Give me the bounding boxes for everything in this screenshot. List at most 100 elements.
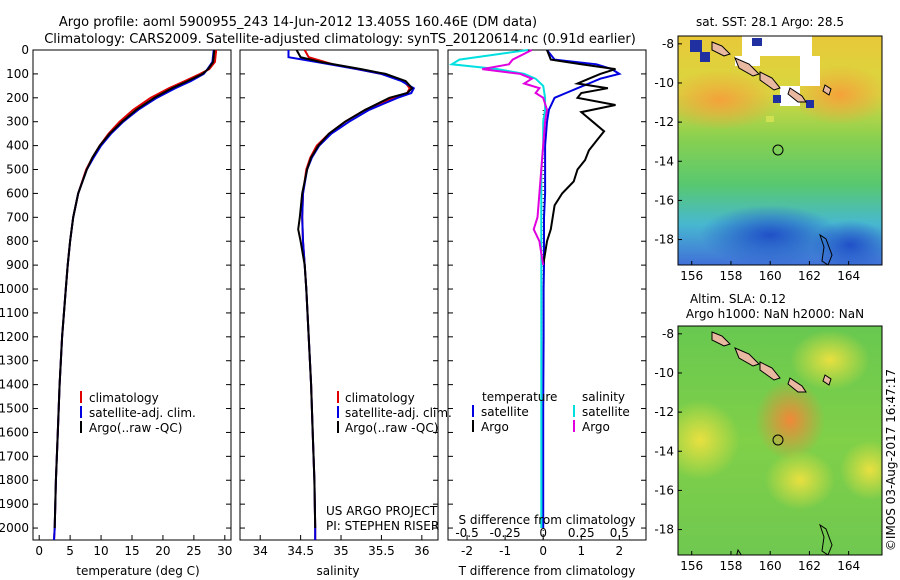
- legend-t-satellite: satellite: [481, 405, 529, 419]
- x-tick-label: 36: [414, 544, 429, 558]
- map-y-tick-label: -8: [662, 37, 674, 51]
- series-line-climatology: [53, 49, 218, 541]
- legend-satellite: satellite-adj. clim.: [89, 406, 196, 420]
- x-tick-label: 20: [155, 544, 170, 558]
- copyright-timestamp: ©IMOS 03-Aug-2017 16:47:17: [884, 369, 898, 551]
- y-tick-label: 700: [6, 210, 29, 224]
- map-y-tick-label: -12: [654, 115, 674, 129]
- y-tick-label: 1600: [0, 425, 29, 439]
- x-tick-label: 0: [35, 544, 43, 558]
- map-y-tick-label: -12: [654, 405, 674, 419]
- sst-map-frame: [677, 35, 883, 266]
- figure-title-line2: Climatology: CARS2009. Satellite-adjuste…: [44, 32, 636, 47]
- legend-temperature-title: temperature: [482, 390, 557, 404]
- series-line-s-satellite: [448, 49, 547, 528]
- legend-climatology: climatology: [89, 391, 159, 405]
- y-tick-label: 1200: [0, 330, 29, 344]
- pi-annotation: PI: STEPHEN RISER: [326, 519, 439, 533]
- temperature-legend: climatology satellite-adj. clim. Argo(..…: [80, 391, 196, 435]
- map-x-tick-label: 156: [680, 269, 703, 283]
- map-x-tick-label: 156: [680, 559, 703, 573]
- sst-map-axes: 156 158 160 162 164 -8 -10 -12 -14 -16 -18: [654, 37, 860, 283]
- x-tick-label: 25: [186, 544, 201, 558]
- salinity-plot: 34 34.5 35 35.5 36: [240, 49, 438, 558]
- y-tick-label: 600: [6, 186, 29, 200]
- figure-title-line1: Argo profile: aoml 5900955_243 14-Jun-20…: [59, 15, 537, 30]
- legend-argo: Argo(..raw -QC): [89, 421, 182, 435]
- y-tick-label: 2000: [0, 521, 29, 535]
- sla-argo-location-marker: [772, 434, 784, 446]
- map-y-tick-label: -18: [654, 233, 674, 247]
- y-tick-label: 1900: [0, 497, 29, 511]
- map-x-tick-label: 160: [759, 559, 782, 573]
- series-line-t-satellite: [542, 49, 622, 528]
- series-line-argo-raw-qc-: [295, 49, 414, 529]
- s-tick-label: -0.25: [490, 526, 521, 540]
- difference-legend: temperature satellite Argo salinity sate…: [472, 390, 630, 434]
- map-x-tick-label: 162: [798, 269, 821, 283]
- sst-argo-location-marker: [772, 144, 784, 156]
- map-x-tick-label: 160: [759, 269, 782, 283]
- s-tick-label: 0: [539, 526, 547, 540]
- map-y-tick-label: -8: [662, 327, 674, 341]
- map-x-tick-label: 158: [720, 559, 743, 573]
- x-tick-label: 1: [577, 544, 585, 558]
- sla-map-title-line2: Argo h1000: NaN h2000: NaN: [686, 307, 864, 321]
- map-y-tick-label: -16: [654, 483, 674, 497]
- series-line-t-argo: [542, 49, 616, 266]
- x-tick-label: 35: [333, 544, 348, 558]
- temperature-plot: 0 5 10 15 20 25 300100200300400500600700800900…: [0, 43, 232, 558]
- y-tick-label: 0: [21, 43, 29, 57]
- y-tick-label: 1500: [0, 402, 29, 416]
- map-y-tick-label: -14: [654, 444, 674, 458]
- x-tick-label: 5: [66, 544, 74, 558]
- salinity-panel-frame: [239, 49, 439, 541]
- x-tick-label: -1: [499, 544, 511, 558]
- sla-map-frame: [677, 325, 883, 556]
- legend-t-argo: Argo: [481, 420, 509, 434]
- sla-map-title-line1: Altim. SLA: 0.12: [690, 292, 786, 306]
- map-x-tick-label: 164: [837, 269, 860, 283]
- y-tick-label: 900: [6, 258, 29, 272]
- s-tick-label: 0.5: [610, 526, 629, 540]
- salinity-xlabel: salinity: [316, 564, 359, 578]
- legend-salinity-title: salinity: [582, 390, 625, 404]
- s-tick-label: 0.25: [568, 526, 595, 540]
- map-y-tick-label: -10: [654, 76, 674, 90]
- series-line-climatology: [301, 49, 411, 540]
- y-tick-label: 300: [6, 115, 29, 129]
- x-tick-label: 30: [217, 544, 232, 558]
- y-tick-label: 500: [6, 163, 29, 177]
- map-y-tick-label: -10: [654, 366, 674, 380]
- map-x-tick-label: 164: [837, 559, 860, 573]
- y-tick-label: 800: [6, 234, 29, 248]
- difference-plot: -2 -1 0 1 2 -0.5 -0.25 0 0.25 0.5: [448, 49, 646, 558]
- x-tick-label: 0: [539, 544, 547, 558]
- y-tick-label: 1100: [0, 306, 29, 320]
- map-x-tick-label: 158: [720, 269, 743, 283]
- sla-map: [678, 326, 882, 555]
- y-tick-label: 200: [6, 91, 29, 105]
- y-tick-label: 1300: [0, 354, 29, 368]
- sst-map-title: sat. SST: 28.1 Argo: 28.5: [696, 15, 844, 29]
- difference-xlabel: T difference from climatology: [458, 564, 636, 578]
- y-tick-label: 400: [6, 139, 29, 153]
- y-tick-label: 100: [6, 67, 29, 81]
- legend-climatology: climatology: [345, 391, 415, 405]
- legend-s-argo: Argo: [582, 420, 610, 434]
- x-tick-label: 34.5: [287, 544, 314, 558]
- y-tick-label: 1000: [0, 282, 29, 296]
- sst-map: [678, 36, 882, 265]
- x-tick-label: -2: [461, 544, 473, 558]
- s-tick-label: -0.5: [455, 526, 478, 540]
- legend-s-satellite: satellite: [582, 405, 630, 419]
- temperature-panel-frame: [32, 49, 232, 541]
- map-y-tick-label: -18: [654, 523, 674, 537]
- series-line-s-argo: [482, 49, 549, 266]
- series-line-argo-raw-qc-: [53, 49, 216, 529]
- y-tick-label: 1400: [0, 378, 29, 392]
- salinity-legend: climatology satellite-adj. clim. Argo(..…: [326, 391, 452, 533]
- legend-satellite: satellite-adj. clim.: [345, 406, 452, 420]
- x-tick-label: 10: [93, 544, 108, 558]
